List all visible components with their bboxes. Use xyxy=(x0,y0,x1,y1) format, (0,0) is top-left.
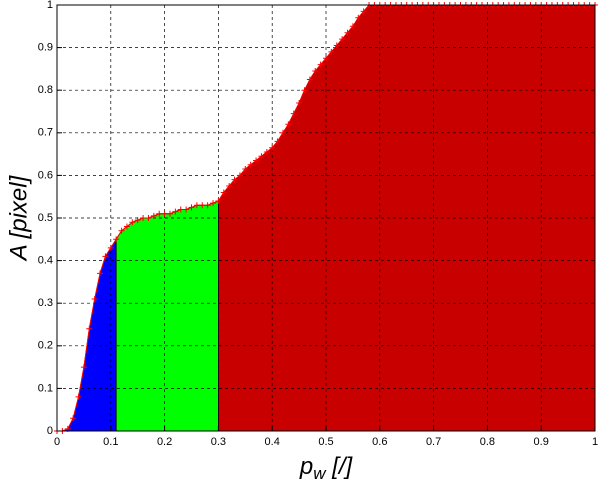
marker xyxy=(258,153,265,160)
marker xyxy=(150,212,157,219)
marker xyxy=(102,253,109,260)
marker xyxy=(247,161,254,168)
y-tick-label: 0.6 xyxy=(38,169,53,181)
marker xyxy=(333,42,340,49)
marker xyxy=(220,189,227,196)
x-axis-title: pw [/] xyxy=(299,453,354,483)
marker xyxy=(204,202,211,209)
y-tick-label: 0.1 xyxy=(38,382,53,394)
y-axis-title: A [pixel] xyxy=(5,174,32,262)
y-tick-label: 0.2 xyxy=(38,340,53,352)
marker xyxy=(328,48,335,55)
marker xyxy=(172,208,179,215)
marker xyxy=(349,23,356,30)
marker xyxy=(290,110,297,117)
region xyxy=(57,237,117,432)
y-tick-label: 1 xyxy=(47,0,53,11)
marker xyxy=(193,202,200,209)
marker xyxy=(129,219,136,226)
marker xyxy=(323,55,329,62)
x-tick-label: 0.4 xyxy=(265,436,280,448)
marker xyxy=(360,8,367,15)
x-tick-label: 0.6 xyxy=(372,436,387,448)
x-axis-title-rest: [/] xyxy=(325,453,353,480)
y-tick-label: 0.8 xyxy=(38,84,53,96)
marker xyxy=(91,295,98,302)
x-tick-label: 0.1 xyxy=(103,436,118,448)
marker xyxy=(156,210,163,217)
marker xyxy=(306,76,313,83)
x-axis-title-sub: w xyxy=(313,464,327,483)
marker xyxy=(183,206,190,213)
x-tick-label: 0.8 xyxy=(480,436,495,448)
marker xyxy=(134,217,141,224)
marker xyxy=(339,36,346,43)
marker xyxy=(317,61,324,68)
y-tick-label: 0.9 xyxy=(38,42,53,54)
marker xyxy=(231,176,238,183)
marker xyxy=(199,202,206,209)
marker xyxy=(253,157,260,164)
marker xyxy=(296,99,303,106)
marker xyxy=(355,14,362,21)
marker xyxy=(107,244,114,251)
marker xyxy=(269,144,276,151)
marker xyxy=(113,236,120,243)
y-tick-label: 0.7 xyxy=(38,127,53,139)
marker xyxy=(75,393,82,400)
marker xyxy=(344,29,351,36)
marker xyxy=(118,227,125,234)
marker xyxy=(215,197,222,204)
marker xyxy=(97,270,104,277)
marker xyxy=(80,364,87,371)
marker xyxy=(86,325,93,332)
marker xyxy=(285,121,292,128)
marker xyxy=(177,206,184,213)
marker xyxy=(274,138,281,145)
x-tick-label: 0 xyxy=(54,436,60,448)
x-tick-label: 0.3 xyxy=(211,436,226,448)
ticks: 0 0.1 0.2 0.3 0.4 0.5 0.6 0.7 0.8 0.9 1 0 0.1 0.2 0.3 0… xyxy=(38,0,598,448)
marker xyxy=(161,210,168,217)
y-tick-label: 0.4 xyxy=(38,255,53,267)
marker xyxy=(210,200,217,207)
x-axis-title-base: p xyxy=(299,453,313,480)
marker xyxy=(236,172,243,179)
x-tick-label: 0.9 xyxy=(534,436,549,448)
marker xyxy=(145,215,152,221)
marker xyxy=(242,166,249,173)
marker xyxy=(123,223,130,230)
y-tick-label: 0.5 xyxy=(38,212,53,224)
marker xyxy=(301,87,308,94)
marker xyxy=(279,129,286,136)
x-tick-label: 1 xyxy=(592,436,598,448)
marker xyxy=(226,183,233,190)
y-tick-label: 0 xyxy=(47,425,53,437)
x-tick-label: 0.5 xyxy=(318,436,333,448)
y-tick-label: 0.3 xyxy=(38,297,53,309)
marker xyxy=(188,204,195,211)
marker xyxy=(166,210,173,217)
x-tick-label: 0.7 xyxy=(426,436,441,448)
marker xyxy=(263,148,270,155)
region xyxy=(115,200,219,432)
marker xyxy=(312,68,319,75)
marker xyxy=(140,215,147,221)
marker xyxy=(70,415,77,422)
x-tick-label: 0.2 xyxy=(157,436,172,448)
